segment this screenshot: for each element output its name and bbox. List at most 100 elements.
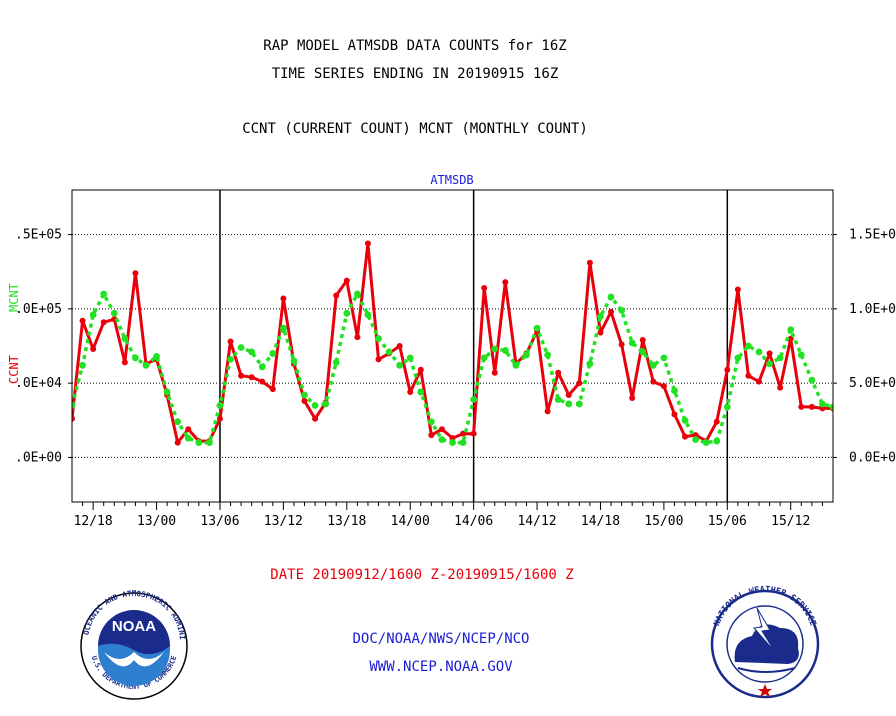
noaa-logo-text: NOAA — [112, 618, 156, 635]
x-tick-label: 14/06 — [454, 514, 493, 529]
data-point-mcnt — [586, 360, 594, 368]
data-point-mcnt — [723, 403, 731, 411]
data-point-mcnt — [132, 354, 139, 362]
x-tick-label: 13/18 — [327, 514, 366, 529]
data-point-mcnt — [385, 348, 393, 356]
data-point-mcnt — [301, 391, 308, 399]
data-point-mcnt — [438, 436, 446, 443]
data-point-mcnt — [449, 439, 456, 446]
data-point-mcnt — [544, 351, 552, 359]
data-point-ccnt — [745, 372, 752, 379]
right-tick-label: 1.5E+0 — [849, 228, 896, 243]
data-point-mcnt — [755, 348, 763, 356]
plot-title: ATMSDB — [430, 173, 473, 187]
data-point-ccnt — [364, 240, 371, 247]
data-point-mcnt — [692, 436, 699, 443]
data-point-ccnt — [671, 411, 678, 418]
data-point-ccnt — [79, 317, 86, 324]
data-point-mcnt — [618, 306, 626, 314]
data-point-ccnt — [555, 369, 562, 376]
right-tick-label: 5.0E+0 — [849, 376, 896, 391]
vertical-day-markers — [219, 190, 729, 502]
data-point-mcnt — [206, 439, 213, 446]
data-point-ccnt — [428, 432, 435, 439]
data-point-mcnt — [332, 358, 340, 366]
data-point-mcnt — [607, 293, 615, 301]
data-point-mcnt — [121, 335, 129, 342]
x-axis-ticks: 12/18 13/00 13/06 13/12 13/18 14/00 14/06 14/12… — [74, 502, 823, 529]
data-point-ccnt — [132, 270, 139, 277]
mcnt-axis-label: MCNT — [7, 283, 21, 312]
data-point-ccnt — [618, 341, 625, 348]
data-point-mcnt — [396, 361, 404, 369]
data-point-ccnt — [238, 372, 245, 379]
data-point-mcnt — [174, 418, 182, 426]
data-point-mcnt — [110, 309, 118, 317]
data-point-ccnt — [269, 386, 276, 393]
data-point-ccnt — [354, 334, 361, 341]
data-point-mcnt — [269, 350, 277, 357]
nws-ground-line — [737, 667, 796, 673]
data-point-ccnt — [639, 337, 646, 344]
data-point-ccnt — [375, 356, 382, 363]
data-point-mcnt — [597, 312, 604, 320]
data-point-mcnt — [523, 351, 530, 359]
data-point-mcnt — [734, 354, 742, 362]
data-point-mcnt — [100, 290, 108, 298]
x-tick-label: 14/12 — [517, 514, 556, 529]
data-point-ccnt — [121, 359, 128, 366]
data-point-mcnt — [713, 437, 721, 445]
data-point-ccnt — [808, 403, 815, 410]
data-point-ccnt — [491, 369, 498, 376]
ncep-url-link[interactable]: WWW.NCEP.NOAA.GOV — [369, 659, 513, 675]
data-point-mcnt — [639, 348, 647, 356]
x-tick-label: 12/18 — [74, 514, 113, 529]
data-point-ccnt — [259, 378, 266, 385]
chart-title-line-1: RAP MODEL ATMSDB DATA COUNTS for 16Z — [263, 38, 566, 54]
left-tick-label: .0E+05 — [15, 302, 62, 317]
data-point-mcnt — [702, 439, 710, 446]
nws-lightning-icon — [753, 607, 776, 653]
data-point-mcnt — [184, 434, 192, 442]
data-point-mcnt — [79, 361, 86, 369]
doc-noaa-link[interactable]: DOC/NOAA/NWS/NCEP/NCO — [352, 631, 529, 647]
data-point-ccnt — [724, 366, 731, 373]
data-point-ccnt — [756, 378, 763, 385]
nws-star-icon — [758, 684, 772, 697]
data-point-mcnt — [417, 388, 425, 396]
x-tick-label: 15/06 — [708, 514, 747, 529]
data-point-ccnt — [481, 285, 488, 292]
data-point-ccnt — [586, 259, 593, 266]
left-tick-label: .0E+00 — [15, 450, 62, 465]
data-point-mcnt — [766, 360, 773, 368]
data-point-mcnt — [501, 347, 509, 354]
data-point-mcnt — [163, 388, 171, 396]
data-point-mcnt — [353, 290, 361, 298]
data-point-ccnt — [90, 345, 97, 352]
data-point-ccnt — [312, 415, 319, 422]
data-point-mcnt — [787, 326, 795, 334]
data-point-ccnt — [777, 384, 784, 391]
x-tick-label: 13/12 — [264, 514, 303, 529]
data-point-mcnt — [290, 357, 298, 365]
data-point-ccnt — [629, 395, 636, 401]
series-ccnt — [72, 240, 833, 446]
data-point-ccnt — [333, 292, 340, 299]
data-point-ccnt — [660, 383, 667, 390]
data-point-ccnt — [597, 329, 604, 336]
data-point-mcnt — [72, 402, 76, 409]
data-point-ccnt — [798, 403, 805, 410]
data-point-mcnt — [819, 400, 826, 408]
data-point-ccnt — [227, 338, 234, 345]
data-point-mcnt — [649, 361, 657, 369]
data-point-mcnt — [565, 400, 573, 408]
x-tick-label: 14/18 — [581, 514, 620, 529]
data-point-mcnt — [681, 416, 689, 424]
right-axis-ticks: 1.5E+0 1.0E+0 5.0E+0 0.0E+0 — [833, 228, 896, 465]
data-point-mcnt — [406, 354, 414, 362]
noaa-logo-water — [98, 643, 170, 686]
data-point-mcnt — [491, 345, 499, 353]
right-tick-label: 1.0E+0 — [849, 302, 896, 317]
data-point-mcnt — [575, 400, 583, 408]
